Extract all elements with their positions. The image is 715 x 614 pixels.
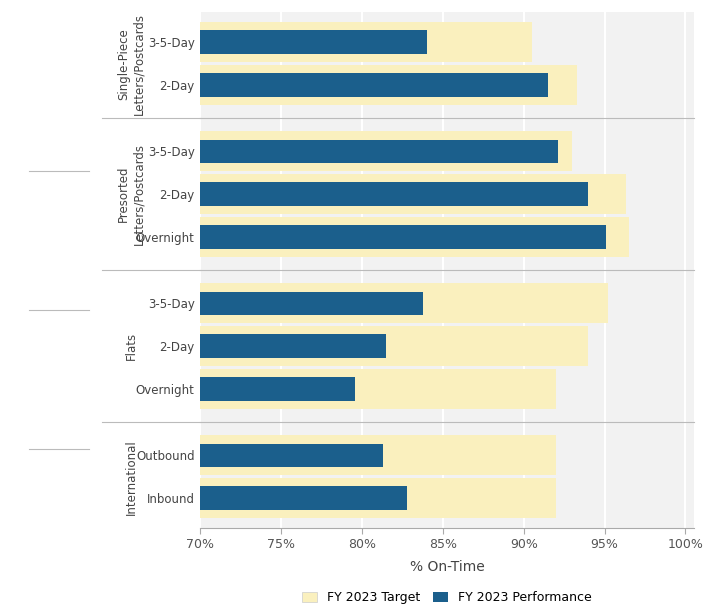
Bar: [200, 377, 355, 401]
Bar: [200, 182, 588, 206]
Bar: [200, 435, 556, 475]
Text: International: International: [124, 439, 137, 515]
Text: Presorted
Letters/Postcards: Presorted Letters/Postcards: [117, 143, 145, 245]
Bar: [200, 486, 408, 510]
Bar: [200, 65, 577, 105]
Bar: [200, 443, 383, 467]
Bar: [200, 326, 588, 366]
Bar: [200, 217, 629, 257]
Bar: [200, 225, 606, 249]
Bar: [200, 292, 423, 315]
Bar: [200, 31, 427, 54]
Bar: [200, 22, 532, 62]
Bar: [200, 131, 572, 171]
Legend: FY 2023 Target, FY 2023 Performance: FY 2023 Target, FY 2023 Performance: [297, 586, 596, 610]
Text: Single-Piece
Letters/Postcards: Single-Piece Letters/Postcards: [117, 13, 145, 115]
Bar: [200, 369, 556, 409]
Bar: [200, 73, 548, 97]
Bar: [200, 478, 556, 518]
Bar: [200, 283, 608, 324]
Text: Flats: Flats: [124, 332, 137, 360]
Bar: [200, 335, 386, 358]
X-axis label: % On-Time: % On-Time: [410, 560, 484, 574]
Bar: [200, 139, 558, 163]
Bar: [200, 174, 626, 214]
